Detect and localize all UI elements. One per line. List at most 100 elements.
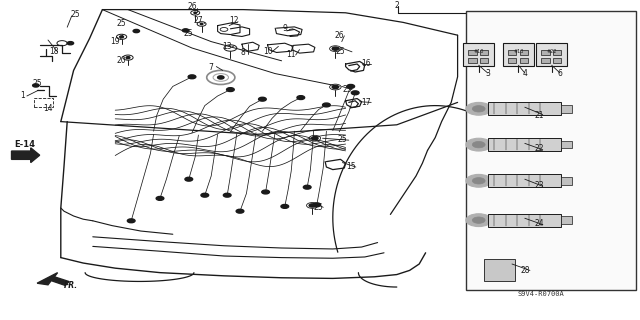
Circle shape <box>259 97 266 101</box>
Circle shape <box>351 91 359 95</box>
Text: 12: 12 <box>229 16 238 25</box>
Circle shape <box>227 88 234 92</box>
Bar <box>488 174 561 187</box>
Text: 10: 10 <box>262 47 273 56</box>
Bar <box>488 214 561 227</box>
Text: 13: 13 <box>222 42 232 51</box>
Text: 20: 20 <box>116 56 127 65</box>
Bar <box>463 43 494 66</box>
Circle shape <box>201 193 209 197</box>
Text: #10: #10 <box>474 49 484 54</box>
Circle shape <box>33 84 39 87</box>
Circle shape <box>466 102 492 115</box>
Text: 8: 8 <box>241 48 246 57</box>
Bar <box>520 50 528 55</box>
Bar <box>520 58 528 63</box>
Circle shape <box>223 193 231 197</box>
Bar <box>484 259 515 281</box>
Bar <box>553 58 561 63</box>
Circle shape <box>133 29 140 33</box>
Bar <box>466 11 636 290</box>
Bar <box>561 216 572 224</box>
Bar <box>503 43 534 66</box>
Bar <box>508 50 516 55</box>
Text: 17: 17 <box>361 98 371 107</box>
Text: 25: 25 <box>337 135 348 144</box>
Text: 4: 4 <box>522 69 527 78</box>
Text: 6: 6 <box>557 69 563 78</box>
Bar <box>488 138 561 151</box>
Text: 18: 18 <box>50 47 59 56</box>
Circle shape <box>262 190 269 194</box>
Circle shape <box>185 177 193 181</box>
Bar <box>561 105 572 113</box>
Bar <box>561 141 572 148</box>
Text: 2: 2 <box>394 1 399 10</box>
Text: 1: 1 <box>20 92 25 100</box>
Circle shape <box>313 203 321 207</box>
Text: 25: 25 <box>342 85 352 94</box>
Circle shape <box>297 96 305 100</box>
Circle shape <box>309 204 316 207</box>
Text: 16: 16 <box>361 60 371 68</box>
Bar <box>468 58 477 63</box>
Circle shape <box>472 178 485 184</box>
Circle shape <box>126 57 130 59</box>
Polygon shape <box>12 148 40 163</box>
Bar <box>536 43 567 66</box>
Bar <box>480 50 488 55</box>
Circle shape <box>466 214 492 227</box>
Circle shape <box>281 204 289 208</box>
Text: FR.: FR. <box>64 281 78 290</box>
Circle shape <box>472 106 485 112</box>
Circle shape <box>466 138 492 151</box>
Text: 25: 25 <box>116 20 127 28</box>
Text: 21: 21 <box>534 111 543 120</box>
Text: #13: #13 <box>513 49 524 54</box>
Circle shape <box>466 174 492 187</box>
Text: 3: 3 <box>485 69 490 78</box>
Bar <box>553 50 561 55</box>
Bar <box>508 58 516 63</box>
Text: #22: #22 <box>547 49 557 54</box>
Bar <box>468 50 477 55</box>
Text: 25: 25 <box>335 47 346 56</box>
Bar <box>541 58 550 63</box>
Text: 28: 28 <box>520 266 529 275</box>
Circle shape <box>127 219 135 223</box>
Bar <box>34 98 53 107</box>
Bar <box>480 58 488 63</box>
Circle shape <box>182 29 189 32</box>
Text: 26: 26 <box>187 2 197 11</box>
Bar <box>541 50 550 55</box>
Text: 15: 15 <box>346 162 356 171</box>
Circle shape <box>472 141 485 148</box>
Text: 23: 23 <box>534 181 544 190</box>
Text: 24: 24 <box>534 220 544 228</box>
Text: 7: 7 <box>209 63 214 72</box>
Text: 9: 9 <box>282 24 287 33</box>
Circle shape <box>120 36 124 38</box>
Text: 19: 19 <box>110 37 120 46</box>
Bar <box>488 102 561 115</box>
Circle shape <box>303 185 311 189</box>
Circle shape <box>347 84 355 88</box>
Text: 25: 25 <box>314 204 324 212</box>
Bar <box>561 177 572 185</box>
Text: 25: 25 <box>70 10 81 19</box>
Circle shape <box>188 75 196 79</box>
Circle shape <box>218 76 224 79</box>
Text: 26: 26 <box>334 31 344 40</box>
Circle shape <box>236 209 244 213</box>
Text: 11: 11 <box>287 50 296 59</box>
Circle shape <box>332 47 339 50</box>
Text: 27: 27 <box>193 16 204 25</box>
Text: S9V4-R0700A: S9V4-R0700A <box>517 291 564 297</box>
Circle shape <box>156 196 164 200</box>
Circle shape <box>472 217 485 223</box>
Circle shape <box>194 12 196 13</box>
Polygon shape <box>37 273 69 285</box>
Circle shape <box>332 85 339 89</box>
Text: 22: 22 <box>534 144 543 153</box>
Circle shape <box>67 42 74 45</box>
